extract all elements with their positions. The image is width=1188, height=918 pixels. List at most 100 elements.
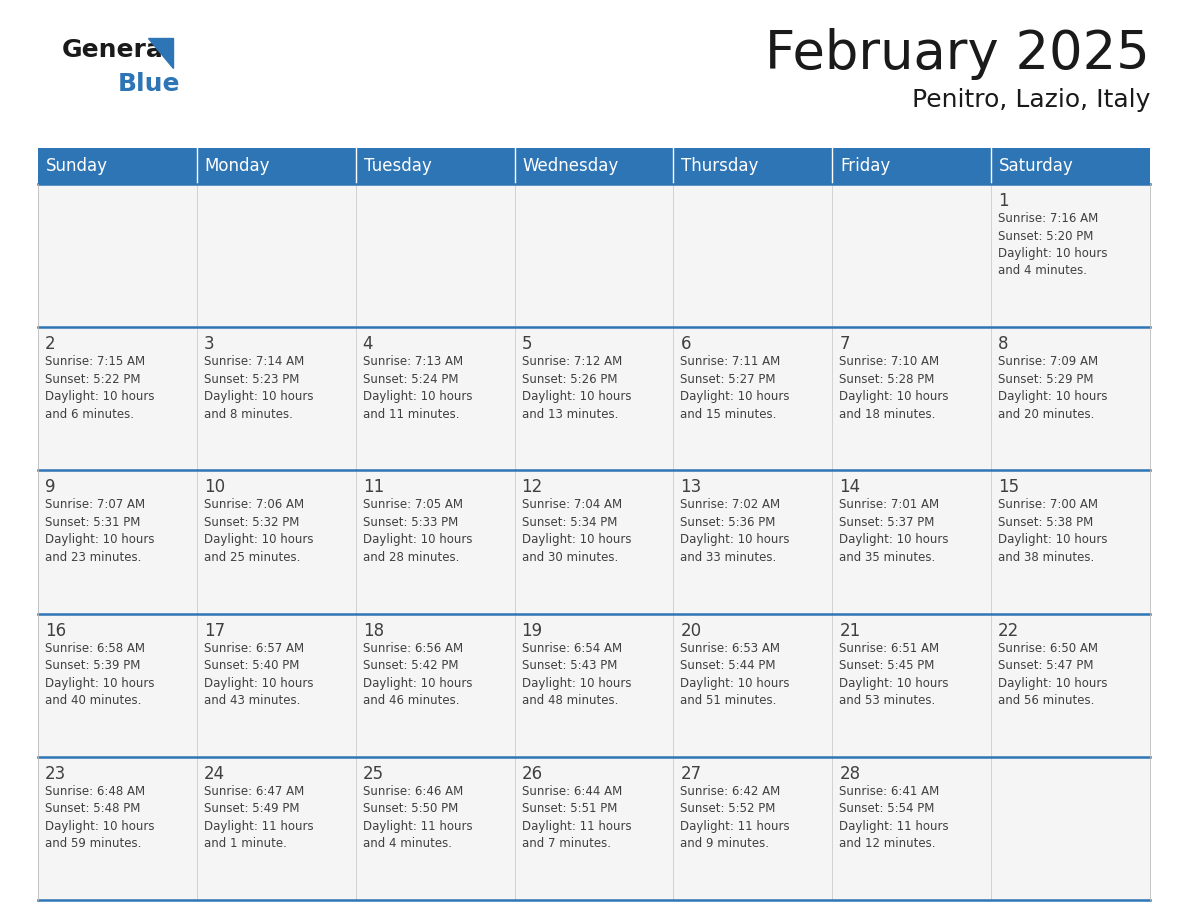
Bar [991,327,1150,470]
Bar [674,327,833,470]
Text: Sunrise: 7:04 AM
Sunset: 5:34 PM
Daylight: 10 hours
and 30 minutes.: Sunrise: 7:04 AM Sunset: 5:34 PM Dayligh… [522,498,631,564]
Bar [514,613,674,756]
Text: 15: 15 [998,478,1019,497]
Bar [197,756,355,900]
Text: Thursday: Thursday [682,157,759,175]
Bar [674,184,833,327]
Text: 21: 21 [839,621,860,640]
Bar [514,184,674,327]
Bar [833,327,991,470]
Text: Sunrise: 6:42 AM
Sunset: 5:52 PM
Daylight: 11 hours
and 9 minutes.: Sunrise: 6:42 AM Sunset: 5:52 PM Dayligh… [681,785,790,850]
Text: 16: 16 [45,621,67,640]
Bar [833,148,991,184]
Text: February 2025: February 2025 [765,28,1150,80]
Text: Monday: Monday [204,157,271,175]
Text: 6: 6 [681,335,691,353]
Text: 25: 25 [362,765,384,783]
Bar [514,148,674,184]
Text: Blue: Blue [118,72,181,96]
Text: Sunrise: 6:58 AM
Sunset: 5:39 PM
Daylight: 10 hours
and 40 minutes.: Sunrise: 6:58 AM Sunset: 5:39 PM Dayligh… [45,642,154,707]
Bar [197,613,355,756]
Bar [197,148,355,184]
Text: Sunrise: 6:57 AM
Sunset: 5:40 PM
Daylight: 10 hours
and 43 minutes.: Sunrise: 6:57 AM Sunset: 5:40 PM Dayligh… [204,642,314,707]
Text: 3: 3 [204,335,215,353]
Bar [38,184,197,327]
Bar [514,327,674,470]
Text: Sunrise: 6:54 AM
Sunset: 5:43 PM
Daylight: 10 hours
and 48 minutes.: Sunrise: 6:54 AM Sunset: 5:43 PM Dayligh… [522,642,631,707]
Text: 22: 22 [998,621,1019,640]
Text: Sunrise: 7:12 AM
Sunset: 5:26 PM
Daylight: 10 hours
and 13 minutes.: Sunrise: 7:12 AM Sunset: 5:26 PM Dayligh… [522,355,631,420]
Bar [833,184,991,327]
Text: Wednesday: Wednesday [523,157,619,175]
Text: Sunrise: 7:09 AM
Sunset: 5:29 PM
Daylight: 10 hours
and 20 minutes.: Sunrise: 7:09 AM Sunset: 5:29 PM Dayligh… [998,355,1107,420]
Text: 1: 1 [998,192,1009,210]
Text: 17: 17 [204,621,225,640]
Bar [674,613,833,756]
Bar [355,470,514,613]
Text: 10: 10 [204,478,225,497]
Text: 11: 11 [362,478,384,497]
Text: 18: 18 [362,621,384,640]
Bar [833,613,991,756]
Text: Tuesday: Tuesday [364,157,431,175]
Bar [197,327,355,470]
Bar [38,148,197,184]
Bar [355,148,514,184]
Text: Sunrise: 6:47 AM
Sunset: 5:49 PM
Daylight: 11 hours
and 1 minute.: Sunrise: 6:47 AM Sunset: 5:49 PM Dayligh… [204,785,314,850]
Polygon shape [148,38,173,68]
Bar [355,613,514,756]
Text: Sunrise: 7:16 AM
Sunset: 5:20 PM
Daylight: 10 hours
and 4 minutes.: Sunrise: 7:16 AM Sunset: 5:20 PM Dayligh… [998,212,1107,277]
Text: 27: 27 [681,765,702,783]
Text: 28: 28 [839,765,860,783]
Text: 26: 26 [522,765,543,783]
Text: Sunrise: 6:41 AM
Sunset: 5:54 PM
Daylight: 11 hours
and 12 minutes.: Sunrise: 6:41 AM Sunset: 5:54 PM Dayligh… [839,785,949,850]
Text: Sunrise: 6:44 AM
Sunset: 5:51 PM
Daylight: 11 hours
and 7 minutes.: Sunrise: 6:44 AM Sunset: 5:51 PM Dayligh… [522,785,631,850]
Text: Sunday: Sunday [46,157,108,175]
Bar [674,148,833,184]
Text: 7: 7 [839,335,849,353]
Bar [991,148,1150,184]
Text: 13: 13 [681,478,702,497]
Bar [833,470,991,613]
Text: 5: 5 [522,335,532,353]
Bar [991,184,1150,327]
Bar [355,327,514,470]
Text: 2: 2 [45,335,56,353]
Bar [674,470,833,613]
Text: Sunrise: 6:56 AM
Sunset: 5:42 PM
Daylight: 10 hours
and 46 minutes.: Sunrise: 6:56 AM Sunset: 5:42 PM Dayligh… [362,642,472,707]
Text: 24: 24 [204,765,225,783]
Text: Sunrise: 7:11 AM
Sunset: 5:27 PM
Daylight: 10 hours
and 15 minutes.: Sunrise: 7:11 AM Sunset: 5:27 PM Dayligh… [681,355,790,420]
Text: Friday: Friday [840,157,891,175]
Bar [355,184,514,327]
Text: 12: 12 [522,478,543,497]
Text: 20: 20 [681,621,702,640]
Text: Sunrise: 7:14 AM
Sunset: 5:23 PM
Daylight: 10 hours
and 8 minutes.: Sunrise: 7:14 AM Sunset: 5:23 PM Dayligh… [204,355,314,420]
Text: 19: 19 [522,621,543,640]
Text: Saturday: Saturday [999,157,1074,175]
Text: Sunrise: 6:50 AM
Sunset: 5:47 PM
Daylight: 10 hours
and 56 minutes.: Sunrise: 6:50 AM Sunset: 5:47 PM Dayligh… [998,642,1107,707]
Text: 8: 8 [998,335,1009,353]
Text: Sunrise: 7:15 AM
Sunset: 5:22 PM
Daylight: 10 hours
and 6 minutes.: Sunrise: 7:15 AM Sunset: 5:22 PM Dayligh… [45,355,154,420]
Text: Penitro, Lazio, Italy: Penitro, Lazio, Italy [911,88,1150,112]
Text: Sunrise: 6:53 AM
Sunset: 5:44 PM
Daylight: 10 hours
and 51 minutes.: Sunrise: 6:53 AM Sunset: 5:44 PM Dayligh… [681,642,790,707]
Text: Sunrise: 7:10 AM
Sunset: 5:28 PM
Daylight: 10 hours
and 18 minutes.: Sunrise: 7:10 AM Sunset: 5:28 PM Dayligh… [839,355,949,420]
Text: Sunrise: 7:13 AM
Sunset: 5:24 PM
Daylight: 10 hours
and 11 minutes.: Sunrise: 7:13 AM Sunset: 5:24 PM Dayligh… [362,355,472,420]
Text: Sunrise: 6:48 AM
Sunset: 5:48 PM
Daylight: 10 hours
and 59 minutes.: Sunrise: 6:48 AM Sunset: 5:48 PM Dayligh… [45,785,154,850]
Bar [674,756,833,900]
Bar [355,756,514,900]
Bar [991,756,1150,900]
Bar [197,184,355,327]
Bar [991,470,1150,613]
Text: Sunrise: 7:06 AM
Sunset: 5:32 PM
Daylight: 10 hours
and 25 minutes.: Sunrise: 7:06 AM Sunset: 5:32 PM Dayligh… [204,498,314,564]
Text: 23: 23 [45,765,67,783]
Bar [38,470,197,613]
Bar [514,470,674,613]
Bar [38,613,197,756]
Text: General: General [62,38,172,62]
Bar [38,327,197,470]
Text: Sunrise: 6:51 AM
Sunset: 5:45 PM
Daylight: 10 hours
and 53 minutes.: Sunrise: 6:51 AM Sunset: 5:45 PM Dayligh… [839,642,949,707]
Text: Sunrise: 7:00 AM
Sunset: 5:38 PM
Daylight: 10 hours
and 38 minutes.: Sunrise: 7:00 AM Sunset: 5:38 PM Dayligh… [998,498,1107,564]
Text: Sunrise: 7:02 AM
Sunset: 5:36 PM
Daylight: 10 hours
and 33 minutes.: Sunrise: 7:02 AM Sunset: 5:36 PM Dayligh… [681,498,790,564]
Text: 14: 14 [839,478,860,497]
Text: 9: 9 [45,478,56,497]
